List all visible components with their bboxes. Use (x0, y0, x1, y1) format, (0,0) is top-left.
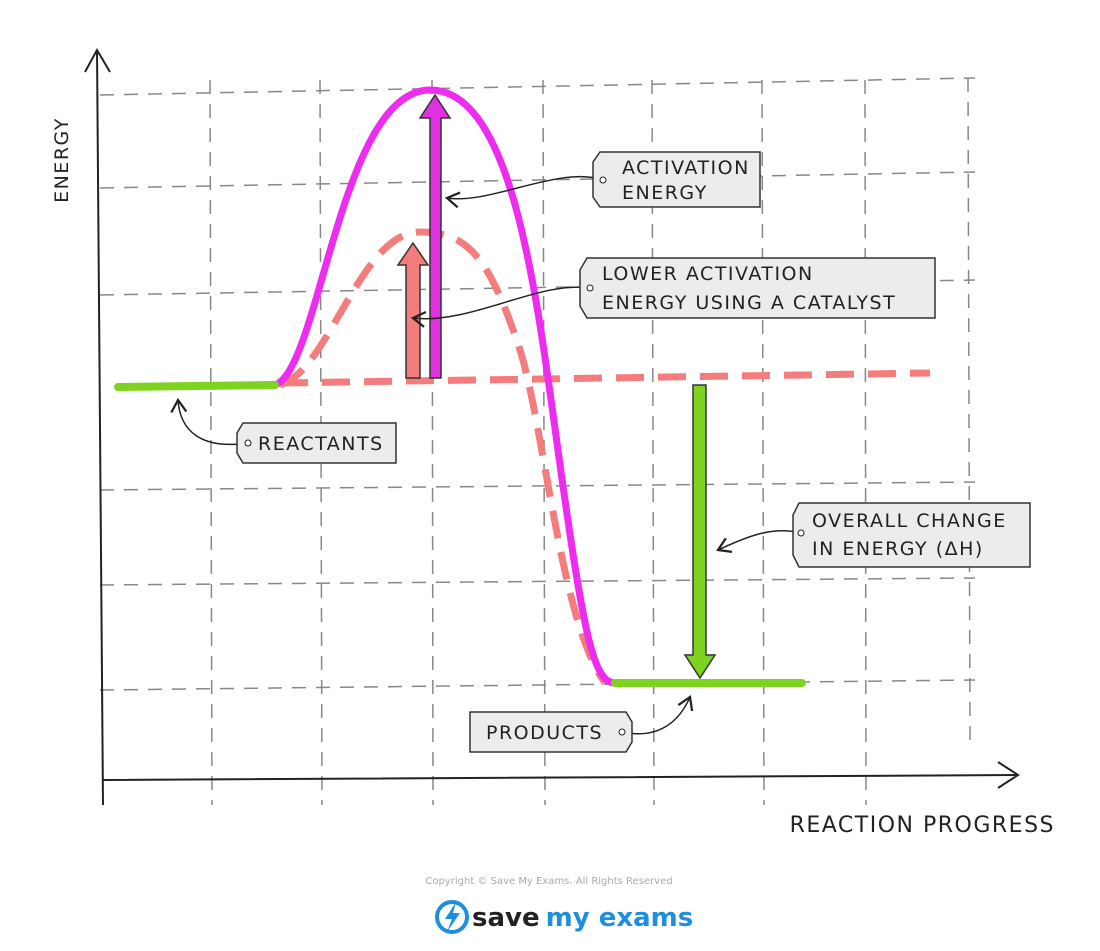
label-line: ENERGY (622, 182, 708, 204)
reactants-label: REACTANTS (170, 397, 397, 464)
uncatalysed-curve (273, 86, 616, 687)
reactants-text: REACTANTS (258, 433, 384, 455)
axes (84, 47, 1020, 806)
activation-arrow (418, 93, 452, 379)
copyright: Copyright © Save My Exams. All Rights Re… (425, 876, 672, 887)
logo-text: save my exams (472, 903, 693, 933)
energy-levels (114, 381, 806, 687)
label-line: OVERALL CHANGE (812, 510, 1007, 532)
overall-change-label: OVERALL CHANGE IN ENERGY (ΔH) (716, 502, 1031, 568)
logo: save my exams (435, 900, 693, 934)
catalysed-curve (278, 228, 931, 686)
products-text: PRODUCTS (486, 722, 603, 744)
label-line: LOWER ACTIVATION (602, 263, 814, 285)
products-label: PRODUCTS (469, 695, 694, 753)
label-line: ENERGY USING A CATALYST (602, 292, 896, 314)
enthalpy-arrow (683, 384, 717, 680)
y-axis-label: ENERGY (51, 117, 73, 203)
catalyst-label: LOWER ACTIVATION ENERGY USING A CATALYST (410, 257, 936, 328)
catalyst-arrow (396, 241, 430, 379)
label-line: IN ENERGY (ΔH) (812, 538, 984, 560)
logo-save: save (472, 903, 540, 933)
x-axis-label: REACTION PROGRESS (790, 813, 1055, 838)
label-line: ACTIVATION (622, 157, 750, 179)
activation-label: ACTIVATION ENERGY (444, 151, 761, 209)
logo-my-exams: my exams (546, 903, 694, 933)
